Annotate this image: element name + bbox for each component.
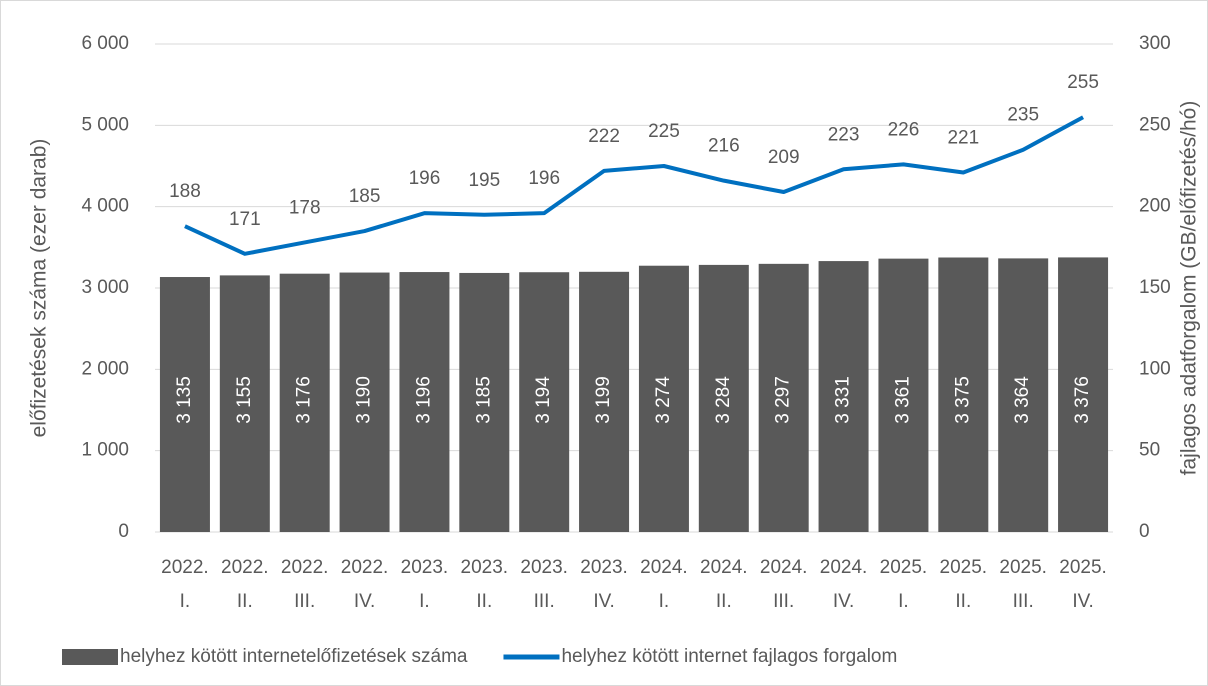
x-tick-label: 2025. I. [880,557,928,612]
x-tick-label: 2024. I. [640,557,688,612]
y2-tick-label: 100 [1139,358,1171,379]
bar-value-label: 3 176 [294,376,315,424]
x-tick-label: 2023. II. [461,557,509,612]
bar [219,275,270,532]
line [184,115,1085,256]
bar [938,257,989,532]
line-value-label: 216 [708,136,740,157]
x-tick-label: 2025. III. [999,557,1047,612]
bar-value-label: 3 155 [234,376,255,424]
bar [638,265,689,532]
bar-value-label: 3 274 [653,376,674,424]
bar [339,272,390,532]
y-tick-label: 4 000 [81,196,129,217]
y-tick-label: 6 000 [81,33,129,54]
x-tick-label: 2022. I. [161,557,209,612]
bar [818,261,869,532]
y-tick-label: 0 [118,521,129,542]
bar [698,264,749,532]
x-tick-label: 2022. III. [281,557,329,612]
x-tick-label: 2023. IV. [580,557,628,612]
line-value-label: 196 [409,168,441,189]
line-value-label: 171 [229,209,261,230]
x-tick-label: 2025. II. [940,557,988,612]
legend-swatch [62,649,118,665]
line-value-label: 185 [349,186,381,207]
line-value-label: 195 [468,170,500,191]
bar-value-label: 3 297 [773,376,794,424]
line-value-label: 188 [169,181,201,202]
line-value-label: 226 [888,119,920,140]
bar [878,258,929,532]
bar [399,272,450,532]
bar-value-label: 3 284 [713,376,734,424]
bar-value-label: 3 190 [354,376,375,424]
bar [159,277,210,532]
x-tick-label: 2024. IV. [820,557,868,612]
bar [998,258,1049,532]
line-value-label: 225 [648,121,680,142]
legend-label: helyhez kötött internetelőfizetések szám… [120,646,468,667]
y2-tick-label: 200 [1139,196,1171,217]
bar-value-label: 3 194 [533,376,554,424]
x-tick-label: 2022. II. [221,557,269,612]
x-tick-label: 2022. IV. [341,557,389,612]
bar [279,273,330,532]
x-tick-label: 2024. III. [760,557,808,612]
bar-value-label: 3 135 [174,376,195,424]
bar-value-label: 3 361 [892,376,913,424]
line-value-label: 209 [768,147,800,168]
y-axis-title: előfizetések száma (ezer darab) [28,139,51,438]
x-tick-label: 2024. II. [700,557,748,612]
bar-value-label: 3 196 [413,376,434,424]
line-value-label: 223 [828,124,860,145]
bar-value-label: 3 185 [473,376,494,424]
bar [579,271,630,532]
y-tick-label: 5 000 [81,114,129,135]
x-tick-label: 2023. III. [520,557,568,612]
bar-value-label: 3 375 [952,376,973,424]
bar-value-label: 3 199 [593,376,614,424]
line-value-label: 222 [588,126,620,147]
y-tick-label: 3 000 [81,277,129,298]
bar [1058,257,1109,532]
bar [519,272,570,532]
y2-tick-label: 50 [1139,440,1160,461]
y2-tick-label: 300 [1139,33,1171,54]
bar-value-label: 3 331 [833,376,854,424]
y2-axis-title: fajlagos adatforgalom (GB/előfizetés/hó) [1178,101,1201,476]
bar [758,263,809,532]
x-tick-label: 2025. IV. [1059,557,1107,612]
x-tick-label: 2023. I. [401,557,449,612]
y-tick-label: 1 000 [81,440,129,461]
line-value-label: 178 [289,197,321,218]
y2-tick-label: 0 [1139,521,1150,542]
bar [459,272,510,532]
y2-tick-label: 250 [1139,114,1171,135]
line-value-label: 235 [1007,105,1039,126]
y-tick-label: 2 000 [81,358,129,379]
y2-tick-label: 150 [1139,277,1171,298]
bar-value-label: 3 364 [1012,376,1033,424]
bar-value-label: 3 376 [1072,376,1093,424]
line-value-label: 221 [947,128,979,149]
line-value-label: 255 [1067,72,1099,93]
line-value-label: 196 [528,168,560,189]
legend-label: helyhez kötött internet fajlagos forgalo… [561,646,897,667]
